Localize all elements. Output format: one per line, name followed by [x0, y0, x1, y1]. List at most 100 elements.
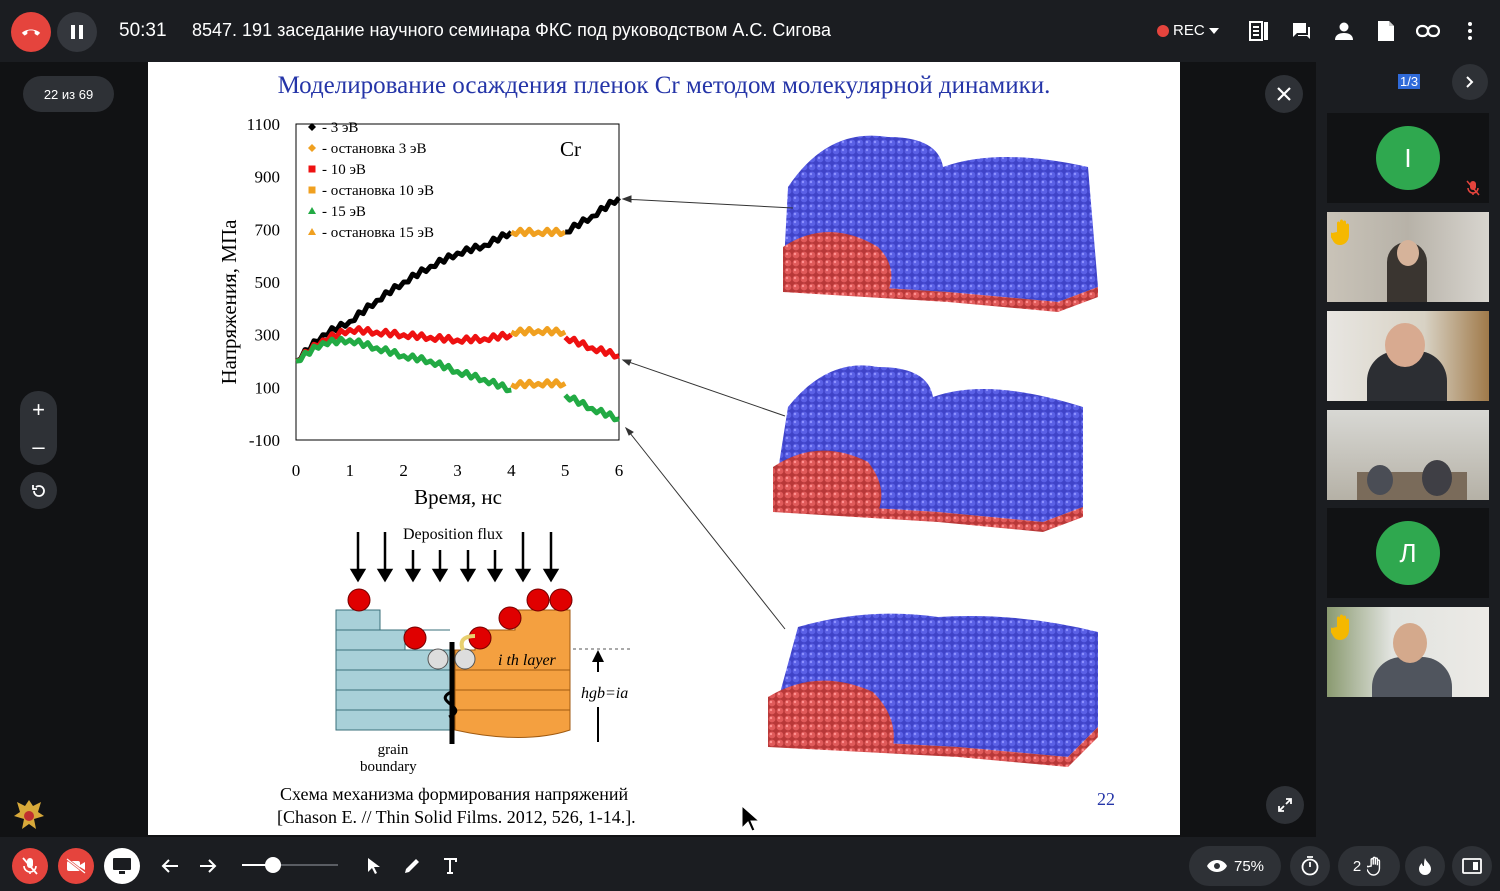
hangup-button[interactable]	[11, 12, 51, 52]
pause-icon	[71, 25, 83, 39]
chat-button[interactable]	[1288, 18, 1314, 44]
monitor-icon	[113, 858, 131, 874]
reactions-button[interactable]	[1405, 846, 1445, 886]
slide-page-number: 22	[1097, 789, 1115, 809]
text-tool-button[interactable]	[432, 848, 468, 884]
mic-toggle-button[interactable]	[12, 848, 48, 884]
legend-entry: - остановка 15 эВ	[308, 225, 434, 241]
x-tick-label: 4	[507, 461, 516, 480]
legend-entry: - остановка 10 эВ	[308, 183, 434, 199]
next-slide-button[interactable]	[190, 848, 226, 884]
link-button[interactable]	[1415, 18, 1441, 44]
schema-caption-line1: Схема механизма формирования напряжений	[280, 784, 629, 804]
close-presentation-button[interactable]	[1265, 75, 1303, 113]
legend-label: - 10 эВ	[322, 162, 366, 178]
y-tick-label: -100	[249, 431, 280, 450]
raised-hands-button[interactable]: 2	[1338, 846, 1400, 886]
camera-off-icon	[66, 858, 86, 874]
participant-tile[interactable]: Л	[1327, 508, 1489, 598]
raised-hands-count: 2	[1352, 857, 1362, 875]
avatar: I	[1376, 126, 1440, 190]
participant-tile[interactable]	[1327, 410, 1489, 500]
text-icon	[444, 858, 457, 874]
sidebar-page-indicator: 1/3	[1398, 74, 1421, 89]
zoom-in-button[interactable]: +	[32, 396, 45, 422]
legend-label: - остановка 3 эВ	[322, 141, 426, 157]
slide-title: Моделирование осаждения пленок Cr методо…	[277, 72, 1051, 99]
legend-entry: - остановка 3 эВ	[308, 141, 426, 157]
legend-entry: - 10 эВ	[308, 162, 366, 178]
rec-button[interactable]: REC	[1157, 22, 1219, 39]
mouse-cursor-icon	[741, 805, 759, 832]
hand-icon	[1367, 856, 1381, 876]
person-icon	[1335, 22, 1353, 40]
slide: Моделирование осаждения пленок Cr методо…	[148, 62, 1180, 835]
y-tick-label: 100	[255, 378, 281, 397]
participant-tile[interactable]: I	[1327, 113, 1489, 203]
schema-caption-line2: [Chason E. // Thin Solid Films. 2012, 52…	[277, 807, 636, 827]
md-block-3	[768, 613, 1098, 767]
arrow-left-icon	[161, 859, 178, 873]
layout-icon	[1462, 858, 1482, 874]
chevron-right-icon	[1466, 76, 1474, 88]
legend-label: - 15 эВ	[322, 204, 366, 220]
more-menu-button[interactable]	[1457, 18, 1483, 44]
y-tick-label: 300	[255, 326, 281, 345]
legend-marker	[308, 207, 316, 214]
participant-tile[interactable]	[1327, 311, 1489, 401]
prev-slide-button[interactable]	[152, 848, 188, 884]
sidebar-page-text: 1/3	[1398, 74, 1421, 89]
caret-down-icon	[1208, 27, 1219, 34]
flux-arrows	[349, 532, 560, 583]
camera-toggle-button[interactable]	[58, 848, 94, 884]
legend-marker	[308, 165, 316, 173]
layer-label: i th layer	[498, 652, 557, 669]
pencil-icon	[405, 859, 419, 873]
zoom-controls: + –	[20, 391, 57, 465]
legend-label: - остановка 15 эВ	[322, 225, 434, 241]
document-button[interactable]	[1373, 18, 1399, 44]
raised-hand-icon	[1331, 614, 1349, 640]
viewers-indicator[interactable]: 75%	[1189, 846, 1281, 886]
participant-tile[interactable]	[1327, 607, 1489, 697]
reset-zoom-button[interactable]	[20, 472, 57, 509]
schema-flux-label: Deposition flux	[403, 526, 503, 543]
slider-thumb[interactable]	[265, 857, 281, 873]
screen-share-button[interactable]	[104, 848, 140, 884]
series-line	[565, 196, 621, 235]
link-icon	[1416, 24, 1440, 38]
rec-dot-icon	[1157, 24, 1169, 37]
phone-hangup-icon	[21, 29, 41, 36]
x-tick-label: 5	[561, 461, 570, 480]
slider-track[interactable]	[242, 857, 338, 873]
layout-button[interactable]	[1452, 846, 1492, 886]
raised-hand-icon	[1331, 219, 1349, 245]
more-vertical-icon	[1468, 22, 1472, 40]
y-tick-label: 1100	[247, 115, 280, 134]
notes-button[interactable]	[1246, 18, 1272, 44]
arrow-right-icon	[200, 859, 217, 873]
height-label: hgb=ia	[581, 685, 628, 702]
mic-off-icon	[22, 857, 38, 875]
deposition-schema: Deposition flux i th layer hgb=ia grain	[335, 526, 633, 758]
participants-button[interactable]	[1331, 18, 1357, 44]
stopwatch-icon	[1301, 856, 1319, 876]
series-line	[295, 230, 514, 364]
expand-icon	[1278, 798, 1292, 812]
fullscreen-button[interactable]	[1266, 786, 1304, 824]
y-tick-label: 900	[255, 168, 281, 187]
timer-button[interactable]	[1290, 846, 1330, 886]
pause-button[interactable]	[57, 12, 97, 52]
legend-marker	[308, 144, 316, 152]
flame-icon	[1419, 858, 1431, 875]
grain-label: grain	[378, 742, 409, 758]
rotate-ccw-icon	[31, 484, 45, 497]
series-line	[510, 326, 567, 337]
pen-tool-button[interactable]	[394, 848, 430, 884]
pointer-tool-button[interactable]	[356, 848, 392, 884]
participant-tile[interactable]	[1327, 212, 1489, 302]
x-tick-label: 6	[615, 461, 624, 480]
rec-label: REC	[1173, 22, 1205, 39]
sidebar-next-button[interactable]	[1452, 64, 1488, 100]
zoom-out-button[interactable]: –	[32, 433, 45, 459]
